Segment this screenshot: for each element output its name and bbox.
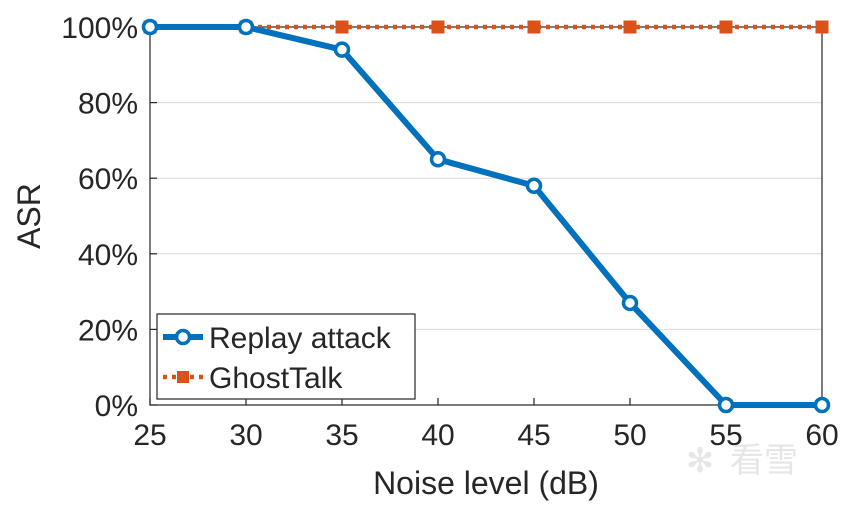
data-point — [335, 20, 349, 34]
data-point — [813, 396, 831, 414]
y-tick-label: 40% — [78, 239, 138, 272]
data-point — [525, 177, 543, 195]
x-tick-label: 35 — [325, 419, 358, 452]
x-tick-label: 45 — [517, 419, 550, 452]
legend-marker — [177, 371, 189, 383]
axis-ticks: 0% 20% 40% 60% 80% 100% 25 30 35 40 45 50 55 60 — [61, 12, 838, 452]
x-tick-label: 25 — [133, 419, 166, 452]
series-group — [141, 18, 831, 414]
y-tick-label: 20% — [78, 314, 138, 347]
legend-entry: Replay attack — [163, 322, 392, 355]
data-point — [237, 18, 255, 36]
legend-box — [156, 313, 416, 400]
data-point — [815, 20, 829, 34]
legend: Replay attack GhostTalk — [156, 313, 416, 400]
series-ghosttalk — [143, 20, 829, 34]
watermark-text: 看雪 — [730, 442, 798, 480]
data-point — [527, 20, 541, 34]
data-point — [621, 294, 639, 312]
data-point — [333, 41, 351, 58]
series-line — [150, 24, 822, 408]
data-point — [623, 20, 637, 34]
legend-label: GhostTalk — [209, 362, 343, 395]
data-point — [717, 396, 735, 414]
data-point — [431, 20, 445, 34]
y-tick-label: 100% — [61, 12, 138, 45]
data-point — [719, 20, 733, 34]
x-tick-label: 40 — [421, 419, 454, 452]
legend-marker — [174, 328, 192, 346]
legend-label: Replay attack — [209, 322, 392, 355]
x-tick-label: 50 — [613, 419, 646, 452]
legend-entry: GhostTalk — [163, 362, 343, 395]
x-tick-label: 60 — [805, 419, 838, 452]
grid-lines — [150, 102, 822, 330]
data-point — [141, 18, 159, 36]
watermark: ✻ 看雪 — [686, 442, 798, 480]
x-tick-label: 55 — [709, 419, 742, 452]
x-tick-label: 30 — [229, 419, 262, 452]
y-tick-label: 80% — [78, 88, 138, 121]
series-replay-attack — [141, 18, 831, 414]
y-axis-label: ASR — [11, 183, 47, 249]
data-point — [429, 151, 447, 168]
watermark-flake-icon: ✻ — [686, 442, 715, 480]
y-tick-label: 60% — [78, 163, 138, 196]
y-tick-label: 0% — [95, 390, 138, 423]
x-axis-label: Noise level (dB) — [373, 465, 599, 501]
